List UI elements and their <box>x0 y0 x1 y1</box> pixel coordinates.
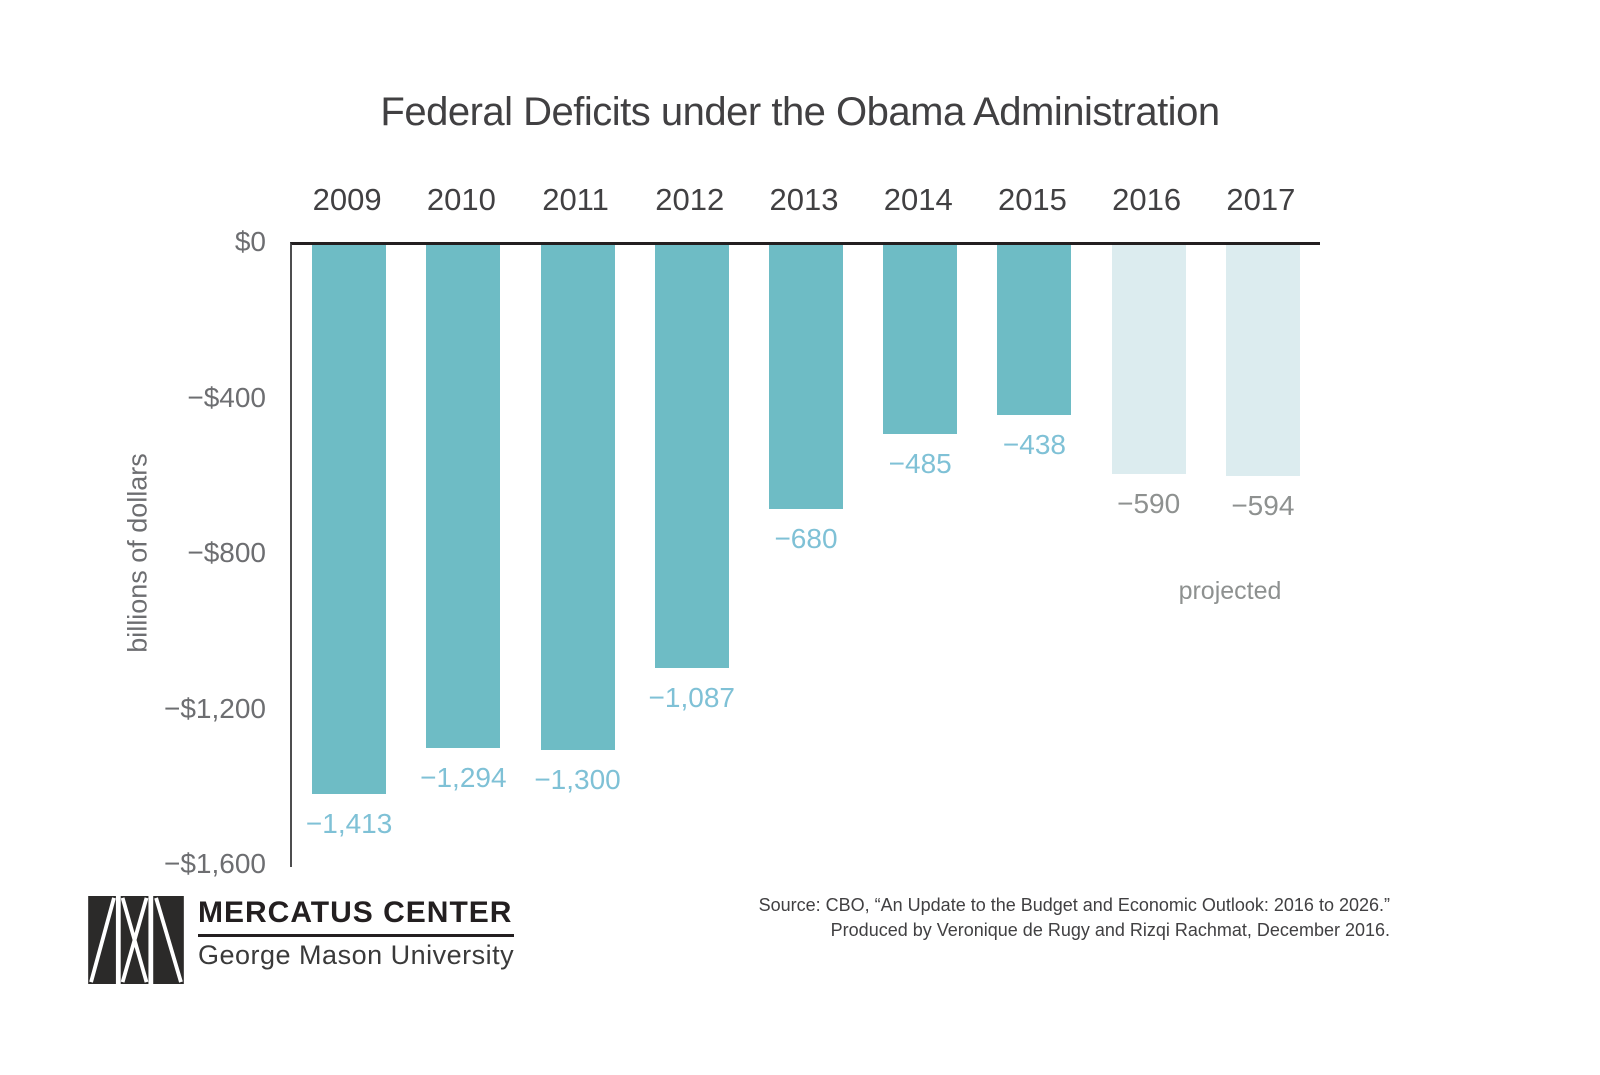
x-tick-label-2009: 2009 <box>312 182 382 217</box>
y-axis-title: billions of dollars <box>122 453 153 653</box>
plot-area: −1,413 −1,294 −1,300 −1,087 −680 −485 −438 −590… <box>290 242 1320 867</box>
mercatus-logo-icon <box>88 896 184 984</box>
bar-value-2014: −485 <box>888 448 952 479</box>
x-tick-label-2017: 2017 <box>1226 182 1296 217</box>
bar-value-2013: −680 <box>774 523 838 554</box>
bar-value-2009: −1,413 <box>305 808 393 839</box>
source-attribution: Source: CBO, “An Update to the Budget an… <box>759 893 1390 943</box>
y-tick-label-800: −$800 <box>187 537 266 568</box>
y-tick-label-0: $0 <box>234 226 266 257</box>
x-tick-label-2011: 2011 <box>542 182 609 217</box>
projected-annotation: projected <box>1178 577 1282 605</box>
x-tick-label-2015: 2015 <box>997 182 1067 217</box>
x-tick-label-2016: 2016 <box>1112 182 1182 217</box>
bar-2013 <box>769 245 843 509</box>
source-line-2: Produced by Veronique de Rugy and Rizqi … <box>830 920 1390 940</box>
x-axis-labels: 2009 2010 2011 2012 2013 2014 2015 2016 2017 <box>290 182 1318 224</box>
x-tick-label-2012: 2012 <box>655 182 725 217</box>
bar-2014 <box>883 245 958 434</box>
logo-subtitle: George Mason University <box>198 940 515 970</box>
bar-2010 <box>426 245 501 748</box>
source-line-1: Source: CBO, “An Update to the Budget an… <box>758 895 1390 915</box>
bar-2017 <box>1225 245 1300 476</box>
x-tick-label-2010: 2010 <box>426 182 496 217</box>
y-tick-label-400: −$400 <box>187 382 266 413</box>
chart-title: Federal Deficits under the Obama Adminis… <box>380 90 1220 134</box>
bar-2016 <box>1111 245 1186 474</box>
mercatus-logo-text: MERCATUS CENTER George Mason University <box>198 896 515 971</box>
x-tick-label-2013: 2013 <box>769 182 839 217</box>
bar-2015 <box>997 245 1072 415</box>
mercatus-logo: MERCATUS CENTER George Mason University <box>88 896 515 984</box>
bar-2011 <box>540 245 615 750</box>
bar-value-2015: −438 <box>1002 429 1066 460</box>
y-tick-label-1200: −$1,200 <box>164 693 266 724</box>
bar-value-2017: −594 <box>1231 490 1295 521</box>
bar-value-2010: −1,294 <box>420 762 507 793</box>
y-axis-labels: $0 −$400 −$800 −$1,200 −$1,600 <box>0 226 266 879</box>
x-tick-label-2014: 2014 <box>883 182 953 217</box>
bar-value-2011: −1,300 <box>534 764 621 795</box>
bar-value-2016: −590 <box>1117 488 1181 519</box>
bar-2009 <box>312 245 387 794</box>
bar-value-2012: −1,087 <box>648 682 735 713</box>
bar-2012 <box>654 245 729 668</box>
y-tick-label-1600: −$1,600 <box>164 848 266 879</box>
logo-name: MERCATUS CENTER <box>198 896 515 937</box>
